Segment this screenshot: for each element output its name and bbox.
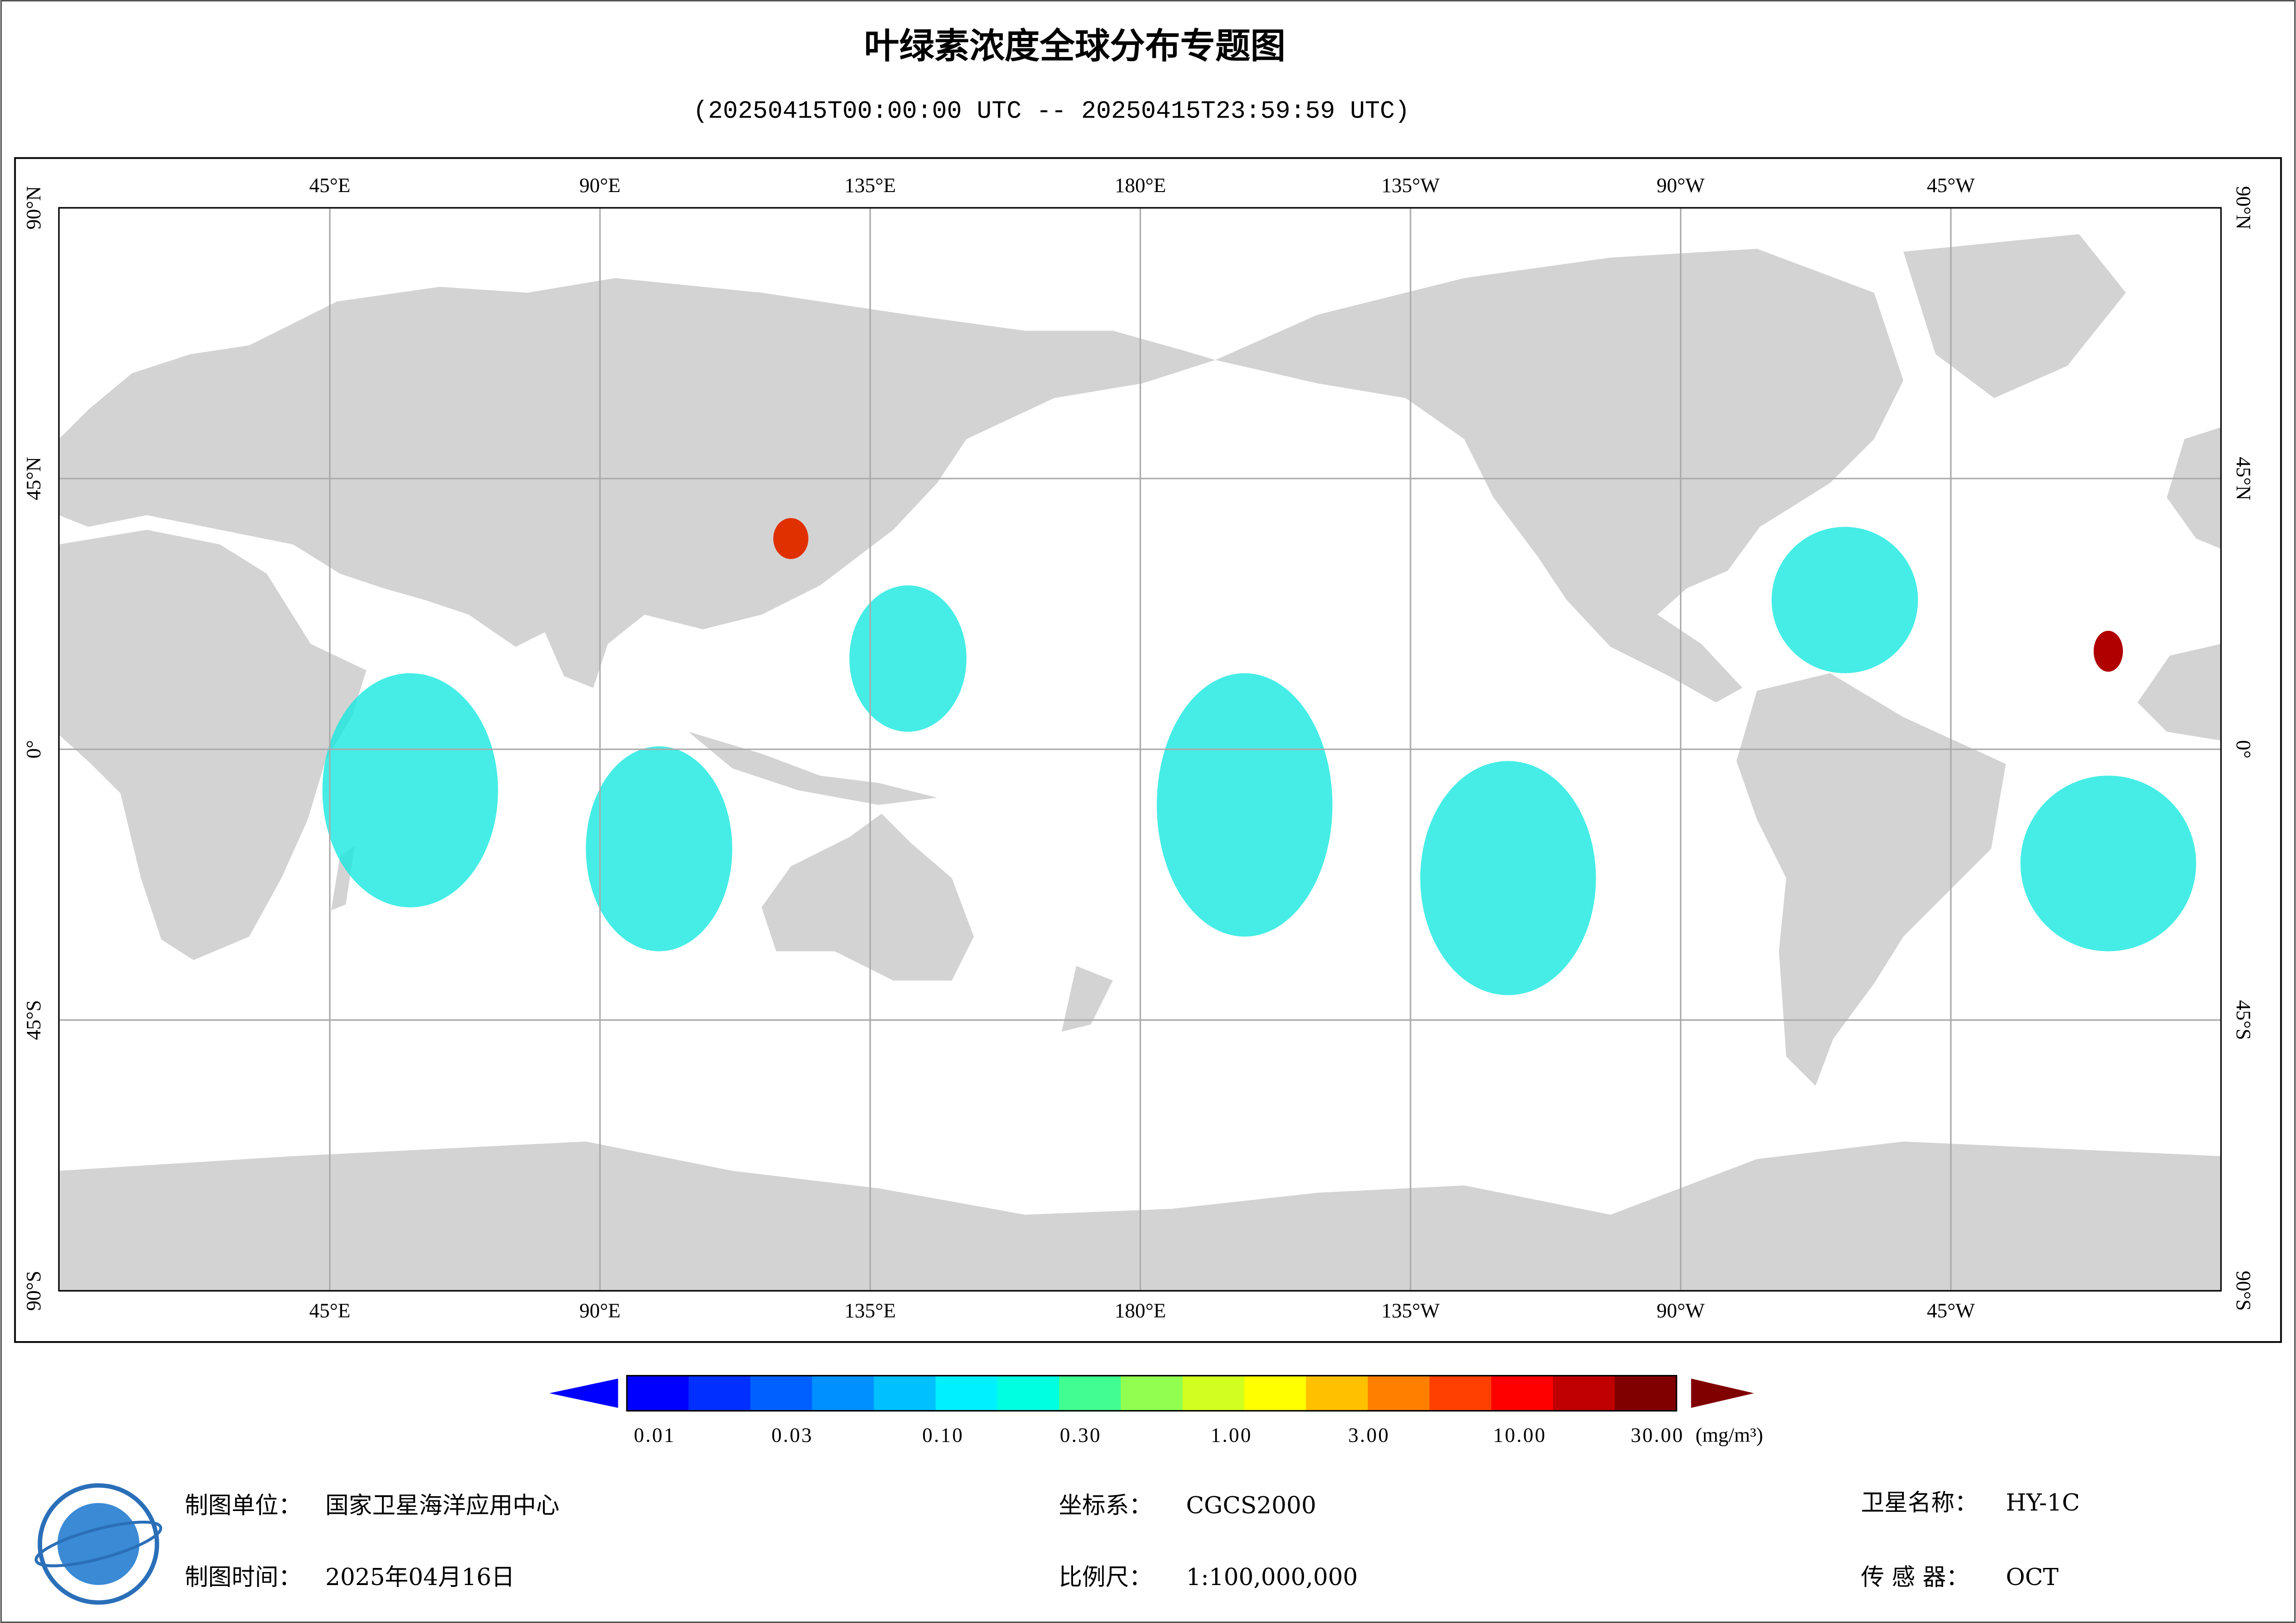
lat-label-right: 45°S	[2232, 1000, 2255, 1040]
chlorophyll-patch	[849, 585, 967, 732]
lat-label-right: 90°N	[2232, 186, 2255, 230]
australia	[761, 814, 974, 981]
colorbar-cell	[1244, 1375, 1307, 1411]
west-africa	[2137, 644, 2221, 741]
colorbar-tick-label: 0.01	[634, 1424, 675, 1447]
chlorophyll-patch	[2020, 776, 2196, 951]
footer-value: CGCS2000	[1186, 1492, 1316, 1519]
logo-orbit	[34, 1520, 162, 1567]
map-frame	[14, 157, 2282, 1343]
logo	[34, 1483, 162, 1605]
lon-label-bottom: 135°W	[1381, 1300, 1440, 1322]
indonesia	[688, 732, 937, 805]
lat-label-left: 45°N	[22, 457, 45, 500]
footer-value: 1:100,000,000	[1186, 1563, 1358, 1591]
lon-label-top: 90°W	[1657, 174, 1705, 197]
colorbar-arrow-low	[549, 1378, 618, 1408]
logo-globe	[57, 1503, 140, 1585]
colorbar-tick-label: 0.03	[771, 1424, 813, 1447]
chlorophyll-patch	[1156, 673, 1333, 937]
title: 叶绿素浓度全球分布专题图	[864, 25, 1286, 66]
lon-label-top: 45°E	[309, 174, 350, 197]
colorbar-cell	[1367, 1375, 1430, 1411]
africa	[59, 529, 367, 960]
footer-label: 制图单位：	[185, 1492, 302, 1519]
colorbar-arrow-high	[1691, 1378, 1754, 1408]
footer-label: 比例尺：	[1059, 1563, 1152, 1591]
lat-label-right: 90°S	[2232, 1271, 2255, 1311]
lon-label-bottom: 90°W	[1657, 1300, 1705, 1322]
colorbar-border	[626, 1374, 1678, 1412]
colorbar-cell	[1121, 1375, 1184, 1411]
footer-value: OCT	[2006, 1563, 2059, 1591]
footer-label: 制图时间：	[185, 1563, 302, 1591]
footer-label: 传 感 器：	[1861, 1563, 1969, 1591]
lat-label-left: 90°S	[22, 1271, 45, 1311]
colorbar-tick-label: 3.00	[1348, 1424, 1390, 1447]
lon-label-bottom: 90°E	[580, 1300, 621, 1322]
lat-label-right: 45°N	[2232, 457, 2255, 500]
colorbar-cell	[997, 1375, 1060, 1411]
chlorophyll-patch	[1420, 761, 1596, 995]
colorbar-tick-label: 1.00	[1210, 1424, 1252, 1447]
lon-label-bottom: 135°E	[844, 1300, 896, 1322]
lon-label-bottom: 180°E	[1115, 1300, 1166, 1322]
new-zealand	[1061, 966, 1113, 1032]
footer-value: HY-1C	[2006, 1489, 2080, 1516]
lon-label-top: 90°E	[580, 174, 621, 197]
colorbar-cell	[1553, 1375, 1616, 1411]
colorbar-tick-label: 30.00	[1631, 1424, 1684, 1447]
colorbar-cell	[627, 1375, 690, 1411]
lon-label-top: 135°E	[844, 174, 896, 197]
map-border	[58, 207, 2222, 1292]
colorbar-cell	[688, 1375, 751, 1411]
greenland	[1903, 234, 2126, 398]
colorbar-tick-label: 10.00	[1493, 1424, 1547, 1447]
footer-label: 坐标系：	[1059, 1492, 1152, 1519]
chlorophyll-patch	[322, 673, 498, 908]
colorbar-cell	[1615, 1375, 1678, 1411]
footer-label: 卫星名称：	[1861, 1489, 1978, 1516]
colorbar-cell	[1059, 1375, 1122, 1411]
colorbar-cell	[750, 1375, 813, 1411]
colorbar-cell	[936, 1375, 998, 1411]
footer-value: 国家卫星海洋应用中心	[325, 1492, 560, 1519]
western-europe	[2166, 427, 2221, 549]
colorbar-cell	[873, 1375, 936, 1411]
colorbar-unit: (mg/m³)	[1696, 1424, 1763, 1447]
lat-label-left: 45°S	[22, 1000, 45, 1040]
footer: 制图单位： 国家卫星海洋应用中心 制图时间： 2025年04月16日 坐标系： …	[185, 1489, 2080, 1591]
lat-label-right: 0°	[2232, 740, 2255, 759]
colorbar-tick-label: 0.30	[1060, 1424, 1101, 1447]
south-america	[1736, 673, 2006, 1086]
chlorophyll-patch	[586, 746, 732, 951]
colorbar-tick-label: 0.10	[922, 1424, 964, 1447]
colorbar-cell	[1429, 1375, 1492, 1411]
colorbar-cell	[1182, 1375, 1245, 1411]
lon-label-bottom: 45°W	[1927, 1300, 1975, 1322]
coordinate-labels: 45°E 45°E 90°E 90°E 135°E 135°E 180°E 180°E 135°…	[22, 174, 2255, 1322]
lat-label-left: 90°N	[22, 186, 45, 230]
lon-label-bottom: 45°E	[309, 1300, 350, 1322]
colorbar-cell	[812, 1375, 875, 1411]
lon-label-top: 45°W	[1927, 174, 1975, 197]
chlorophyll-patch	[1772, 527, 1918, 673]
map-area	[58, 207, 2222, 1292]
colorbar-cell	[1306, 1375, 1369, 1411]
footer-value: 2025年04月16日	[325, 1563, 515, 1591]
lon-label-top: 180°E	[1115, 174, 1166, 197]
eurasia	[59, 278, 1216, 688]
colorbar: 0.01 0.03 0.10 0.30 1.00 3.00 10.00 30.00 (mg/m³…	[549, 1374, 1763, 1447]
lon-label-top: 135°W	[1381, 174, 1440, 197]
colorbar-cell	[1491, 1375, 1554, 1411]
lat-label-left: 0°	[22, 740, 45, 759]
chlorophyll-coverage	[322, 518, 2196, 995]
subtitle: (20250415T00:00:00 UTC -- 20250415T23:59…	[693, 98, 1410, 126]
chlorophyll-hotspot	[773, 518, 809, 560]
chlorophyll-hotspot	[2093, 630, 2123, 672]
north-america	[1215, 249, 1903, 703]
